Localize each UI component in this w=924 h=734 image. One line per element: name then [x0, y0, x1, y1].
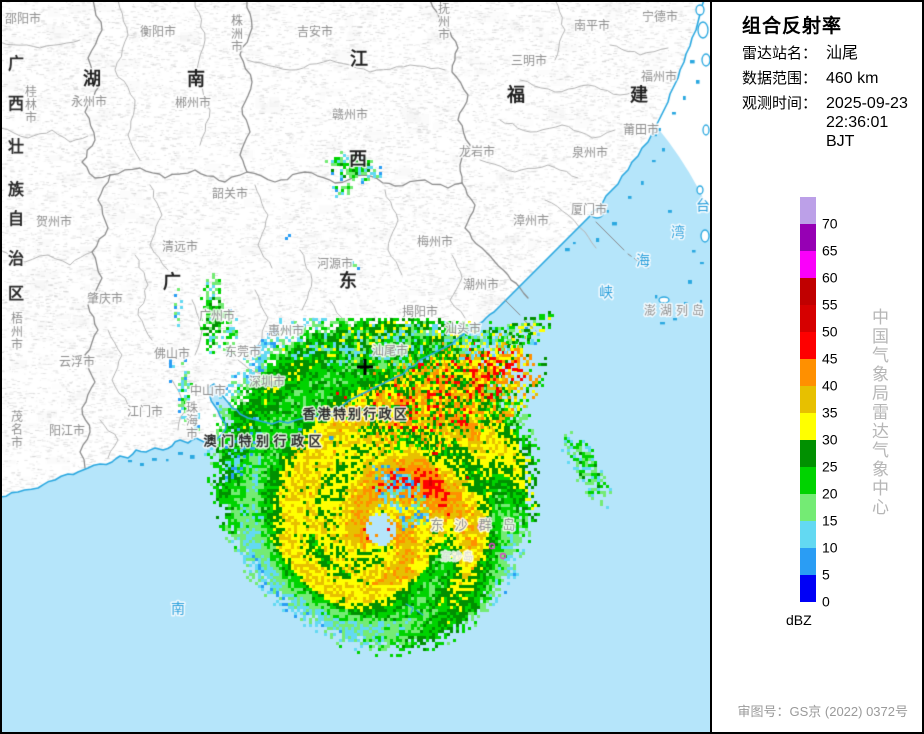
legend-segment	[800, 305, 816, 332]
legend-tick: 55	[822, 296, 838, 313]
legend-unit: dBZ	[786, 612, 812, 628]
legend-segment	[800, 521, 816, 548]
time-label: 观测时间：	[742, 95, 818, 112]
dbz-legend: dBZ 70 65 60 55 50 45 40 35 30 25 20 15 10 5 0	[712, 2, 922, 732]
legend-segment	[800, 494, 816, 521]
radar-map-canvas	[2, 2, 710, 732]
range-value: 460 km	[826, 70, 879, 87]
range-row: 数据范围： 460 km	[742, 69, 918, 88]
watermark-text: 中国气象局雷达气象中心	[869, 308, 888, 517]
legend-tick: 40	[822, 377, 838, 394]
station-value: 汕尾	[826, 45, 859, 62]
legend-segment	[800, 386, 816, 413]
legend-tick: 60	[822, 269, 838, 286]
legend-tick: 70	[822, 215, 838, 232]
legend-tick: 0	[822, 593, 830, 610]
time-date: 2025-09-23	[826, 95, 908, 112]
legend-tick: 15	[822, 512, 838, 529]
legend-tick: 20	[822, 485, 838, 502]
legend-segment	[800, 224, 816, 251]
station-label: 雷达站名：	[742, 45, 818, 62]
legend-tick: 5	[822, 566, 830, 583]
range-label: 数据范围：	[742, 70, 818, 87]
legend-segment	[800, 278, 816, 305]
legend-segment	[800, 413, 816, 440]
legend-segment	[800, 197, 816, 224]
legend-segment	[800, 575, 816, 602]
info-panel: 组合反射率 雷达站名： 汕尾 数据范围： 460 km 观测时间： 2025-0…	[712, 2, 922, 732]
legend-tick: 45	[822, 350, 838, 367]
legend-segment	[800, 332, 816, 359]
legend-segment	[800, 548, 816, 575]
time-clock: 22:36:01 BJT	[826, 114, 889, 150]
legend-segment	[800, 251, 816, 278]
legend-segment	[800, 467, 816, 494]
legend-tick: 30	[822, 431, 838, 448]
time-value: 2025-09-23 22:36:01 BJT	[826, 94, 918, 151]
legend-tick: 10	[822, 539, 838, 556]
legend-tick: 25	[822, 458, 838, 475]
info-rows: 雷达站名： 汕尾 数据范围： 460 km 观测时间： 2025-09-23 2…	[742, 44, 918, 157]
legend-tick: 50	[822, 323, 838, 340]
product-title: 组合反射率	[742, 16, 843, 37]
map-area	[2, 2, 710, 732]
station-row: 雷达站名： 汕尾	[742, 44, 918, 63]
legend-tick: 35	[822, 404, 838, 421]
legend-segment	[800, 359, 816, 386]
map-approval-number: 审图号：GS京 (2022) 0372号	[737, 704, 908, 719]
legend-segment	[800, 440, 816, 467]
legend-tick: 65	[822, 242, 838, 259]
time-row: 观测时间： 2025-09-23 22:36:01 BJT	[742, 94, 918, 151]
